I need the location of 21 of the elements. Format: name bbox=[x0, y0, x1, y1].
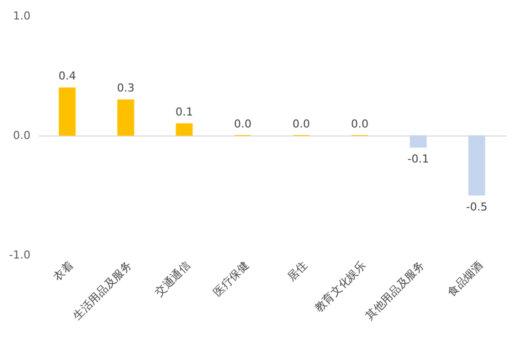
data-label: 0.0 bbox=[292, 118, 310, 130]
x-tick-label: 医疗保健 bbox=[210, 258, 252, 300]
data-label: -0.5 bbox=[466, 200, 488, 214]
data-label: 0.0 bbox=[234, 118, 252, 130]
bar bbox=[176, 123, 193, 136]
y-tick-label: -1.0 bbox=[9, 248, 30, 262]
x-tick-label: 衣着 bbox=[50, 258, 76, 284]
x-tick-label: 交通通信 bbox=[152, 258, 193, 300]
bar bbox=[410, 135, 427, 148]
data-label: 0.3 bbox=[117, 82, 134, 95]
y-tick-label: 0.0 bbox=[13, 129, 30, 142]
x-tick-label: 食品烟酒 bbox=[444, 258, 486, 300]
data-label: 0.4 bbox=[58, 70, 76, 83]
bar bbox=[468, 135, 486, 196]
x-tick-label: 居住 bbox=[284, 258, 310, 284]
bar bbox=[58, 87, 76, 136]
data-label: -0.1 bbox=[408, 152, 429, 166]
bar bbox=[117, 99, 134, 136]
data-label: 0.0 bbox=[351, 118, 368, 130]
y-tick-label: 1.0 bbox=[13, 10, 30, 22]
data-label: 0.1 bbox=[176, 106, 193, 119]
